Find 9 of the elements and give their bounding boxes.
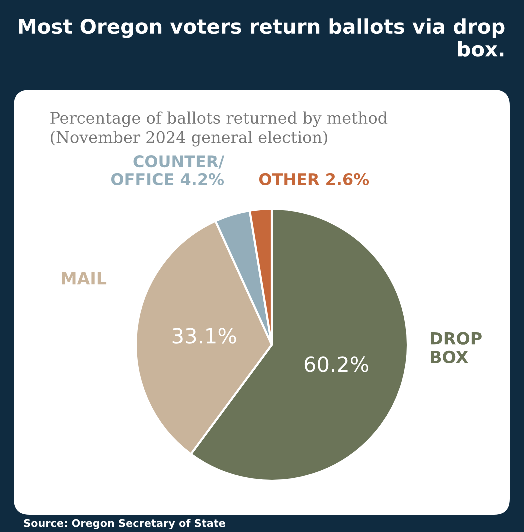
slice-label: MAIL [62, 272, 107, 285]
data-label: 33.1% [172, 328, 236, 344]
slice-label: DROP BOX [431, 332, 482, 364]
chart-title: Most Oregon voters return ballots via drop box. [19, 18, 505, 57]
data-label: 60.2% [304, 356, 369, 372]
chart-subtitle: Percentage of ballots returned by method (November 2024 general election) [50, 112, 388, 147]
source-note: Source: Oregon Secretary of State [24, 519, 226, 530]
slice-label: COUNTER/OFFICE 4.2% [112, 156, 225, 186]
slice-label: OTHER 2.6% [259, 173, 370, 186]
